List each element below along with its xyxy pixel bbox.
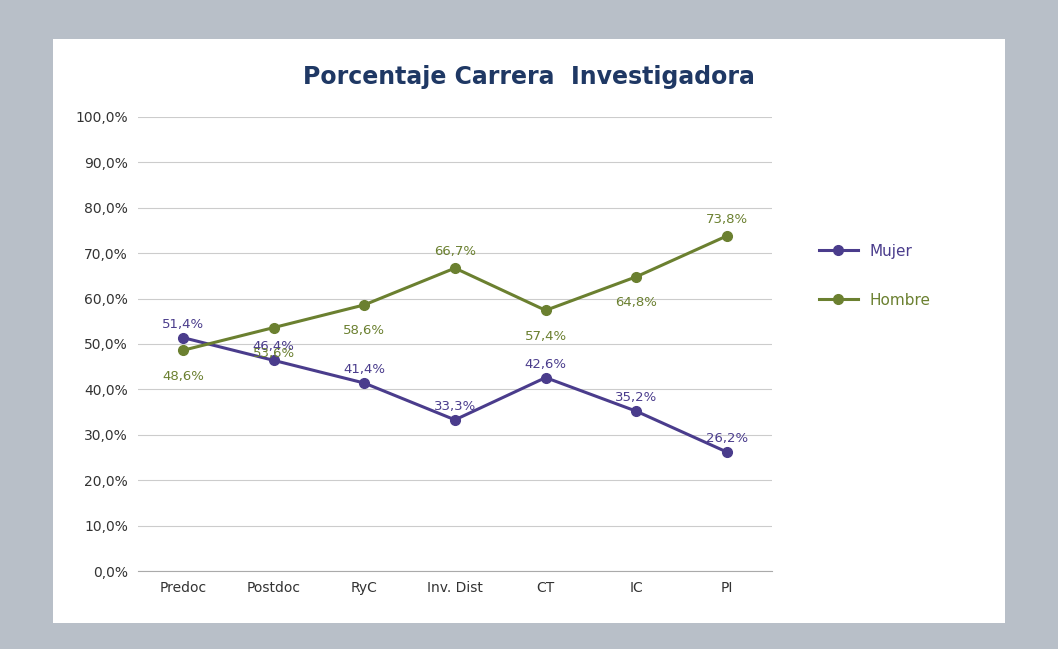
- Mujer: [630, 408, 642, 415]
- Text: 26,2%: 26,2%: [706, 432, 748, 445]
- Text: Porcentaje Carrera  Investigadora: Porcentaje Carrera Investigadora: [303, 65, 755, 89]
- Mujer: [177, 334, 189, 341]
- Line: Mujer: Mujer: [178, 333, 732, 457]
- Hombre: [177, 347, 189, 354]
- Hombre: [449, 264, 461, 272]
- Text: 42,6%: 42,6%: [525, 358, 567, 371]
- Text: 66,7%: 66,7%: [434, 245, 476, 258]
- Text: 57,4%: 57,4%: [525, 330, 567, 343]
- Mujer: [720, 448, 733, 456]
- Text: 48,6%: 48,6%: [162, 370, 204, 383]
- Text: 51,4%: 51,4%: [162, 317, 204, 330]
- Hombre: [540, 306, 552, 314]
- Hombre: [720, 232, 733, 239]
- Mujer: [268, 356, 280, 364]
- Text: 46,4%: 46,4%: [253, 340, 294, 353]
- Text: 58,6%: 58,6%: [343, 324, 385, 337]
- Hombre: [630, 273, 642, 280]
- Hombre: [268, 324, 280, 332]
- Mujer: [358, 379, 370, 387]
- Legend: Mujer, Hombre: Mujer, Hombre: [811, 236, 938, 315]
- Text: 35,2%: 35,2%: [615, 391, 657, 404]
- Mujer: [449, 416, 461, 424]
- Hombre: [358, 301, 370, 309]
- Text: 73,8%: 73,8%: [706, 213, 748, 226]
- Mujer: [540, 374, 552, 382]
- Line: Hombre: Hombre: [178, 231, 732, 355]
- Text: 41,4%: 41,4%: [343, 363, 385, 376]
- Text: 64,8%: 64,8%: [616, 296, 657, 309]
- Text: 53,6%: 53,6%: [253, 347, 294, 360]
- Text: 33,3%: 33,3%: [434, 400, 476, 413]
